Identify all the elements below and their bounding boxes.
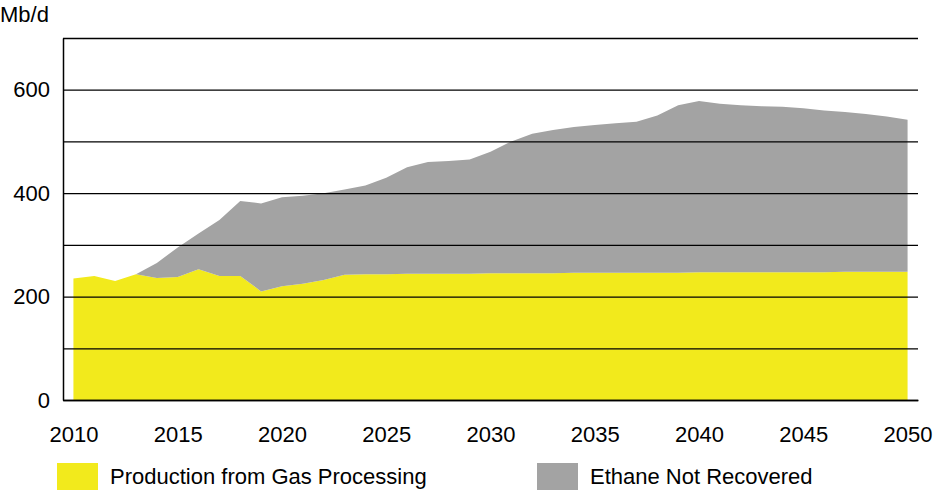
x-tick-label: 2030	[467, 422, 516, 447]
x-tick-label: 2010	[49, 422, 98, 447]
x-tick: 2050	[884, 400, 933, 447]
grid-line	[63, 141, 918, 142]
x-axis: 2010 2015 2020 2025 2030 2035 2040 2045 2050	[49, 400, 932, 447]
y-tick	[63, 38, 918, 39]
x-tick: 2045	[779, 400, 828, 447]
x-tick-label: 2035	[571, 422, 620, 447]
y-tick-label: 400	[13, 181, 50, 206]
grid-line	[63, 90, 918, 91]
area-series	[73, 269, 907, 400]
legend: Production from Gas Processing Ethane Not…	[57, 463, 813, 490]
x-tick-label: 2025	[362, 422, 411, 447]
area-series	[73, 101, 907, 291]
y-tick: 400	[13, 181, 918, 206]
y-tick	[63, 348, 918, 349]
grid-line	[63, 245, 918, 246]
legend-label: Ethane Not Recovered	[590, 464, 813, 489]
y-tick: 200	[13, 284, 918, 309]
x-tick-label: 2050	[884, 422, 933, 447]
y-tick-label: 200	[13, 284, 50, 309]
grid-line	[63, 400, 918, 401]
y-tick	[63, 245, 918, 246]
x-tick: 2020	[258, 400, 307, 447]
x-tick-label: 2015	[154, 422, 203, 447]
x-tick-label: 2020	[258, 422, 307, 447]
grid-line	[63, 348, 918, 349]
x-tick-label: 2040	[675, 422, 724, 447]
y-tick-label: 0	[38, 388, 50, 413]
y-tick-label: 600	[13, 77, 50, 102]
y-tick: 0	[38, 388, 918, 413]
x-tick: 2025	[362, 400, 411, 447]
x-tick: 2015	[154, 400, 203, 447]
y-axis: 0 200 400 600	[13, 39, 918, 413]
x-tick: 2035	[571, 400, 620, 447]
chart: 0200400600201020152020202520302035204020…	[0, 0, 939, 496]
grid-line	[63, 296, 918, 297]
grid-line	[63, 193, 918, 194]
x-tick-label: 2045	[779, 422, 828, 447]
grid-line	[63, 38, 918, 39]
plot-area	[73, 101, 907, 400]
legend-label: Production from Gas Processing	[110, 464, 427, 489]
legend-swatch	[537, 463, 578, 490]
legend-swatch	[57, 463, 98, 490]
x-tick: 2010	[49, 400, 98, 447]
x-tick: 2040	[675, 400, 724, 447]
y-tick: 600	[13, 77, 918, 102]
y-tick	[63, 141, 918, 142]
x-axis-line	[64, 400, 919, 402]
y-axis-line	[63, 39, 65, 401]
y-axis-title: Mb/d	[0, 2, 49, 27]
x-tick: 2030	[467, 400, 516, 447]
